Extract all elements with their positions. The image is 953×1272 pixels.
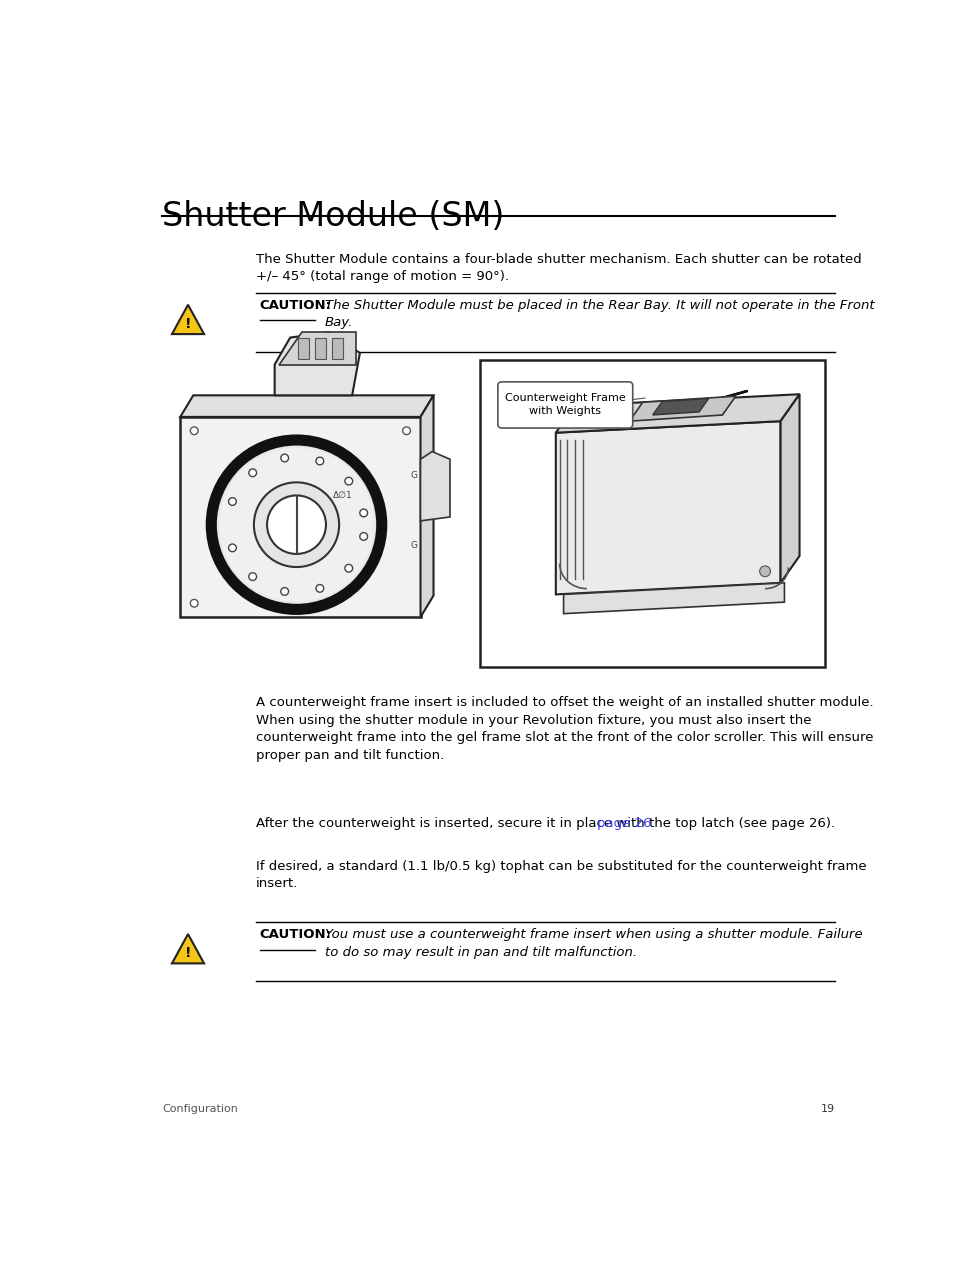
Polygon shape: [556, 421, 780, 594]
Text: !: !: [185, 317, 191, 331]
Polygon shape: [652, 398, 708, 415]
Circle shape: [229, 544, 236, 552]
Circle shape: [315, 457, 323, 464]
Circle shape: [191, 599, 198, 607]
Text: The Shutter Module contains a four-blade shutter mechanism. Each shutter can be : The Shutter Module contains a four-blade…: [255, 253, 861, 284]
Circle shape: [249, 572, 256, 580]
Bar: [297, 337, 309, 359]
Polygon shape: [780, 394, 799, 583]
Polygon shape: [420, 452, 450, 520]
Polygon shape: [274, 332, 359, 396]
Text: Shutter Module (SM): Shutter Module (SM): [162, 200, 504, 233]
Text: You must use a counterweight frame insert when using a shutter module. Failure
t: You must use a counterweight frame inser…: [324, 929, 862, 959]
FancyBboxPatch shape: [497, 382, 632, 429]
Text: G: G: [411, 472, 417, 481]
Polygon shape: [180, 396, 433, 417]
Text: with Weights: with Weights: [529, 406, 600, 416]
Circle shape: [267, 495, 326, 553]
Text: CAUTION:: CAUTION:: [259, 299, 332, 312]
Text: Counterweight Frame: Counterweight Frame: [504, 393, 625, 403]
Polygon shape: [629, 396, 735, 421]
Polygon shape: [172, 934, 204, 963]
Circle shape: [249, 469, 256, 477]
Circle shape: [211, 440, 381, 609]
Polygon shape: [180, 417, 420, 617]
Text: 19: 19: [820, 1104, 834, 1114]
Polygon shape: [556, 394, 799, 432]
Circle shape: [229, 497, 236, 505]
Text: If desired, a standard (1.1 lb/0.5 kg) tophat can be substituted for the counter: If desired, a standard (1.1 lb/0.5 kg) t…: [255, 860, 865, 890]
Text: Configuration: Configuration: [162, 1104, 237, 1114]
Circle shape: [219, 448, 374, 602]
Text: !: !: [185, 946, 191, 960]
Text: CAUTION:: CAUTION:: [259, 929, 332, 941]
Text: After the counterweight is inserted, secure it in place with the top latch (see : After the counterweight is inserted, sec…: [255, 817, 834, 829]
Text: A counterweight frame insert is included to offset the weight of an installed sh: A counterweight frame insert is included…: [255, 696, 873, 762]
Circle shape: [191, 427, 198, 435]
Circle shape: [402, 427, 410, 435]
Circle shape: [759, 566, 770, 576]
Text: G: G: [411, 541, 417, 550]
Bar: [314, 337, 326, 359]
Circle shape: [345, 477, 353, 485]
Circle shape: [253, 482, 338, 567]
Polygon shape: [278, 332, 355, 365]
Circle shape: [359, 509, 367, 516]
Bar: [332, 337, 342, 359]
Bar: [479, 360, 824, 667]
Circle shape: [315, 585, 323, 593]
Circle shape: [280, 454, 288, 462]
Polygon shape: [563, 583, 783, 613]
Text: page 26: page 26: [597, 817, 651, 829]
Circle shape: [280, 588, 288, 595]
Polygon shape: [420, 396, 433, 617]
Polygon shape: [172, 305, 204, 335]
Circle shape: [359, 533, 367, 541]
Text: The Shutter Module must be placed in the Rear Bay. It will not operate in the Fr: The Shutter Module must be placed in the…: [324, 299, 874, 329]
Circle shape: [345, 565, 353, 572]
Text: Δ∅1: Δ∅1: [333, 491, 353, 500]
